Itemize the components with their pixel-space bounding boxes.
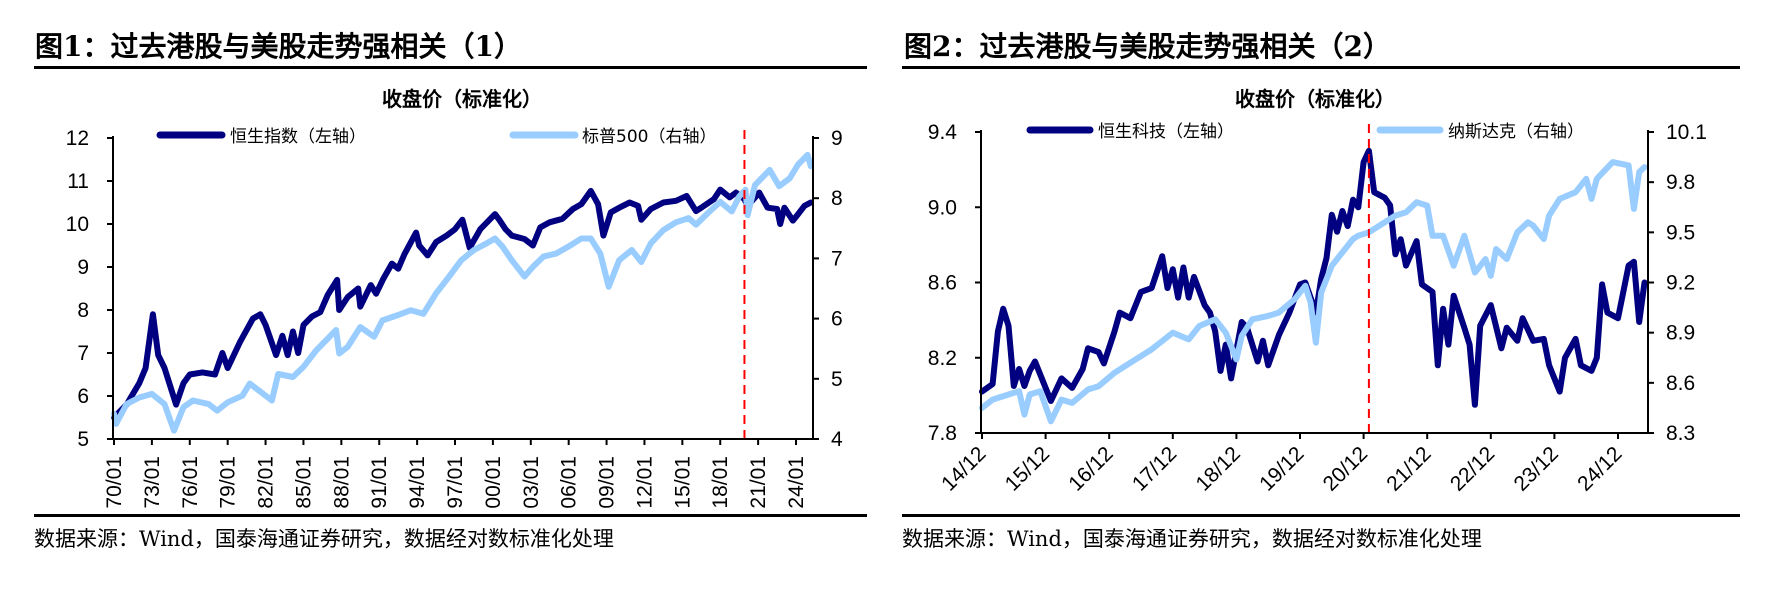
x-tick-label: 20/12: [1319, 442, 1372, 495]
x-tick-label: 17/12: [1128, 442, 1181, 495]
right-y-tick-label: 9.5: [1666, 221, 1695, 244]
left-y-tick-label: 9.4: [928, 121, 958, 144]
right-y-tick-label: 9.8: [1666, 171, 1695, 194]
chart-hstech-vs-nasdaq: 图2：过去港股与美股走势强相关（2） 收盘价（标准化） 恒生科技（左轴） 纳斯达…: [902, 30, 1740, 551]
x-tick-label: 94/01: [406, 456, 429, 509]
chart-hsi-vs-sp500: 图1：过去港股与美股走势强相关（1） 收盘价（标准化） 恒生指数（左轴） 标普5…: [34, 30, 867, 551]
left-y-tick-label: 7: [77, 342, 89, 365]
source-rule: [34, 514, 867, 517]
x-tick-label: 14/12: [937, 442, 990, 495]
right-y-tick-label: 8.6: [1666, 372, 1695, 395]
x-tick-label: 16/12: [1064, 442, 1117, 495]
left-y-tick-label: 8: [77, 299, 89, 322]
x-tick-label: 22/12: [1446, 442, 1499, 495]
right-y-tick-label: 8: [831, 187, 843, 210]
plot-area: 7.8 8.2 8.6 9.0 9.4 8.3 8.6 8.9 9.2 9.5 9.8 10.1 14/…: [928, 121, 1707, 496]
left-y-tick-label: 11: [67, 170, 89, 193]
legend-label-hstech: 恒生科技（左轴）: [1098, 122, 1234, 142]
x-tick-label: 76/01: [179, 456, 202, 509]
x-tick-label: 70/01: [103, 456, 126, 509]
x-tick-label: 24/01: [785, 456, 808, 509]
legend-label-sp500: 标普500（右轴）: [582, 127, 716, 147]
x-tick-label: 23/12: [1510, 442, 1563, 495]
x-tick-label: 06/01: [558, 456, 581, 509]
left-y-tick-label: 8.2: [928, 347, 957, 370]
x-tick-label: 18/01: [709, 456, 732, 509]
chart-subtitle: 收盘价（标准化）: [382, 87, 542, 111]
x-tick-label: 00/01: [482, 456, 505, 509]
x-tick-label: 15/12: [1001, 442, 1054, 495]
title-rule: [902, 66, 1740, 69]
right-y-tick-label: 9: [831, 127, 843, 150]
x-tick-label: 19/12: [1255, 442, 1308, 495]
left-y-tick-label: 7.8: [928, 422, 957, 445]
left-y-tick-label: 12: [66, 127, 89, 150]
source-rule: [902, 514, 1740, 517]
right-y-tick-label: 7: [831, 247, 843, 270]
chart-title: 图1：过去港股与美股走势强相关（1）: [35, 30, 522, 63]
x-tick-label: 15/01: [671, 456, 694, 509]
legend-label-hsi: 恒生指数（左轴）: [230, 127, 366, 147]
x-tick-label: 21/12: [1382, 442, 1435, 495]
x-tick-label: 79/01: [217, 456, 240, 509]
x-tick-label: 09/01: [596, 456, 619, 509]
right-y-tick-label: 4: [831, 428, 843, 451]
left-y-tick-label: 9.0: [928, 196, 957, 219]
chart-title: 图2：过去港股与美股走势强相关（2）: [904, 30, 1391, 63]
series-line-0: [979, 147, 1648, 408]
left-y-tick-label: 8.6: [928, 272, 957, 295]
chart-subtitle: 收盘价（标准化）: [1235, 87, 1395, 111]
legend-label-nasdaq: 纳斯达克（右轴）: [1448, 122, 1584, 142]
x-tick-label: 03/01: [520, 456, 543, 509]
plot-area: 5 6 7 8 9 10 11 12 4 5 6 7 8 9 70/01 73/01 76/01 79/01 82/…: [66, 127, 843, 509]
x-tick-label: 18/12: [1192, 442, 1245, 495]
x-tick-label: 21/01: [747, 456, 770, 509]
left-y-tick-label: 6: [77, 385, 89, 408]
right-y-tick-label: 9.2: [1666, 272, 1695, 295]
source-note: 数据来源：Wind，国泰海通证券研究，数据经对数标准化处理: [902, 527, 1482, 551]
right-y-tick-label: 8.9: [1666, 322, 1695, 345]
x-tick-label: 73/01: [141, 456, 164, 509]
right-y-tick-label: 6: [831, 308, 843, 331]
x-tick-label: 12/01: [633, 456, 656, 509]
x-tick-label: 88/01: [330, 456, 353, 509]
right-y-tick-label: 8.3: [1666, 422, 1695, 445]
x-tick-label: 85/01: [292, 456, 315, 509]
left-y-tick-label: 9: [77, 256, 89, 279]
series-line-0: [111, 186, 814, 421]
right-y-tick-label: 5: [831, 368, 843, 391]
source-note: 数据来源：Wind，国泰海通证券研究，数据经对数标准化处理: [34, 527, 614, 551]
x-tick-label: 82/01: [255, 456, 278, 509]
title-rule: [34, 66, 867, 69]
left-y-tick-label: 5: [77, 428, 89, 451]
x-tick-label: 97/01: [444, 456, 467, 509]
x-tick-label: 24/12: [1573, 442, 1626, 495]
right-y-tick-label: 10.1: [1666, 121, 1707, 144]
series-line-1: [979, 159, 1648, 425]
x-tick-label: 91/01: [368, 456, 391, 509]
left-y-tick-label: 10: [66, 213, 89, 236]
series-line-1: [111, 151, 814, 434]
